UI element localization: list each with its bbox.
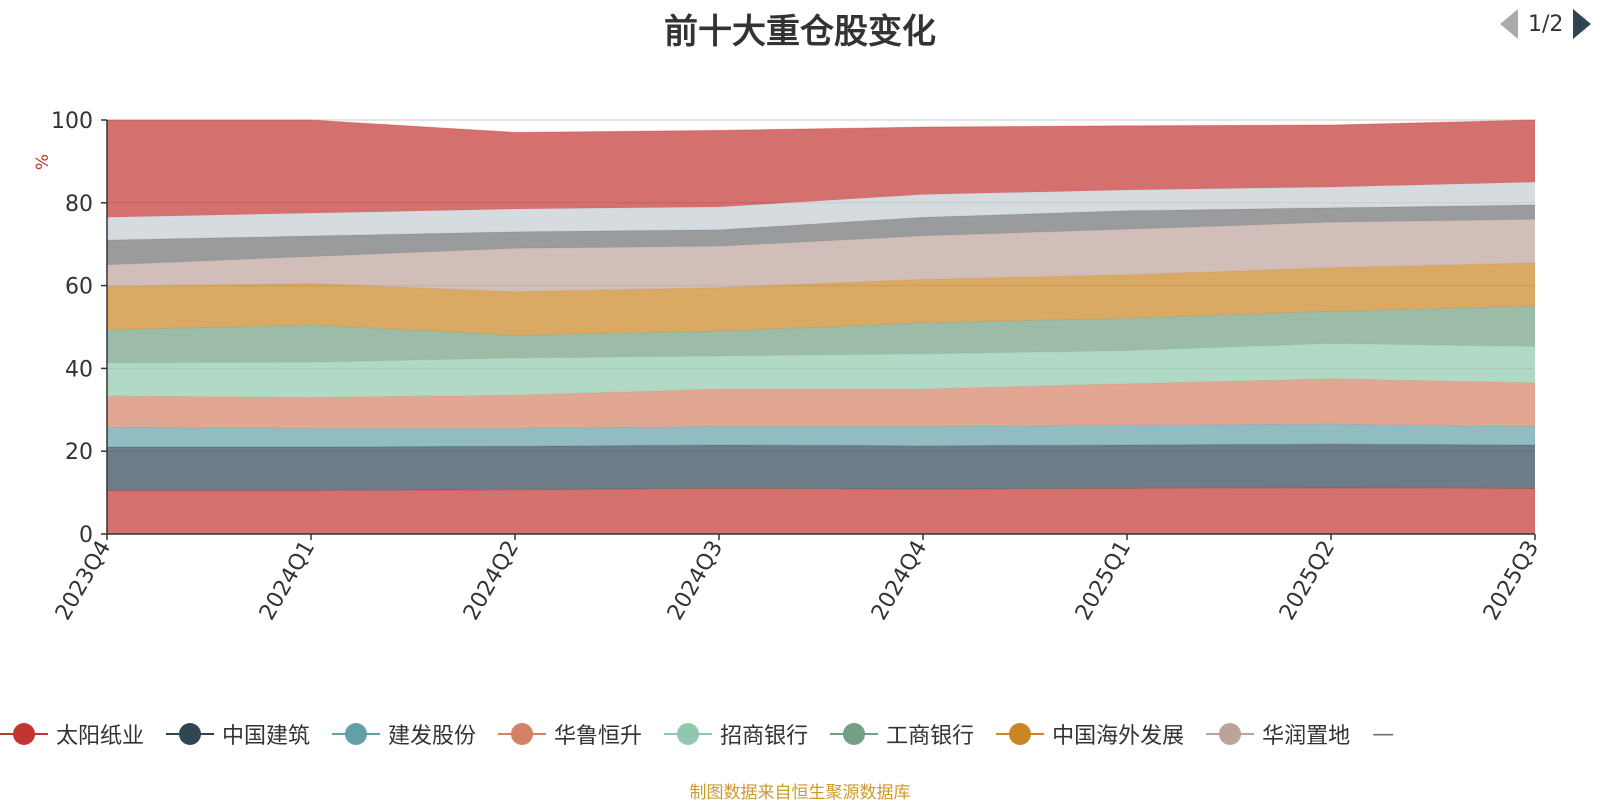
area-series-10 (107, 182, 1535, 241)
legend-label: 中国建筑 (222, 724, 311, 749)
legend-swatch-icon (1206, 721, 1255, 747)
stacked-areas (106, 119, 1536, 534)
legend-label: 太阳纸业 (56, 724, 145, 749)
pager-text: 1/2 (1528, 11, 1564, 37)
legend-swatch-icon (996, 721, 1045, 747)
legend-pager: 1/2 (1500, 8, 1592, 40)
legend-swatch-icon (664, 721, 713, 747)
x-tick-label-0: 2023Q4 (51, 537, 116, 625)
area-series-6 (107, 306, 1535, 364)
legend-item-8[interactable]: 华润置地 (1206, 712, 1350, 756)
chart-title: 前十大重仓股变化 (664, 12, 936, 52)
pager-prev-icon[interactable] (1500, 9, 1518, 39)
y-tick-label-0: 0 (79, 523, 93, 548)
legend-item-2[interactable]: 中国建筑 (166, 712, 310, 756)
y-axis-label: % (33, 154, 53, 170)
legend-swatch-icon (830, 721, 879, 747)
x-tick-label-3: 2024Q3 (663, 537, 728, 625)
area-series-8 (107, 219, 1535, 292)
area-series-11 (107, 120, 1535, 218)
legend-swatch-icon (332, 721, 381, 747)
legend-label: 工商银行 (886, 724, 975, 749)
x-tick-label-1: 2024Q1 (255, 537, 320, 625)
legend-swatch-icon (166, 721, 215, 747)
x-tick-label-6: 2025Q2 (1275, 537, 1340, 625)
pager-next-icon[interactable] (1573, 9, 1592, 39)
area-series-4 (107, 378, 1535, 429)
legend-item-1[interactable]: 太阳纸业 (0, 712, 144, 756)
chart-area: 0 20 40 60 80 100 2023Q4 2024Q1 2024Q2 2024Q3 2024… (33, 109, 1544, 625)
legend-item-3[interactable]: 建发股份 (332, 712, 476, 756)
legend: 太阳纸业 中国建筑 建发股份 华鲁恒升 招商银行 工商银行 中国海外发展 华润置地 — (0, 712, 1600, 756)
legend-label: 华鲁恒升 (554, 724, 643, 749)
x-tick-label-2: 2024Q2 (459, 537, 524, 625)
legend-label: 华润置地 (1262, 724, 1351, 749)
legend-item-5[interactable]: 招商银行 (664, 712, 808, 756)
x-tick-label-7: 2025Q3 (1479, 537, 1544, 625)
area-series-5 (107, 343, 1535, 398)
y-tick-label-5: 100 (51, 109, 93, 134)
area-line-series-11 (107, 119, 1536, 133)
area-series-2 (107, 444, 1535, 491)
legend-swatch-icon (498, 721, 547, 747)
legend-partial-glyph: — (1372, 721, 1395, 747)
legend-item-7[interactable]: 中国海外发展 (996, 712, 1184, 756)
area-series-3 (107, 424, 1535, 448)
legend-item-6[interactable]: 工商银行 (830, 712, 974, 756)
area-series-7 (107, 262, 1535, 336)
legend-item-4[interactable]: 华鲁恒升 (498, 712, 642, 756)
area-series-9 (107, 204, 1535, 265)
legend-item-partial[interactable]: — (1372, 712, 1394, 756)
y-tick-label-4: 80 (65, 192, 93, 217)
legend-label: 中国海外发展 (1052, 724, 1185, 749)
source-note: 制图数据来自恒生聚源数据库 (689, 783, 911, 803)
x-tick-label-4: 2024Q4 (867, 537, 932, 625)
y-tick-label-1: 20 (65, 440, 93, 465)
x-tick-label-5: 2025Q1 (1071, 537, 1136, 625)
legend-label: 建发股份 (388, 724, 477, 749)
legend-label: 招商银行 (720, 724, 809, 749)
legend-swatch-icon (0, 721, 48, 747)
y-tick-label-3: 60 (65, 275, 93, 300)
area-series-1 (107, 488, 1535, 534)
y-tick-label-2: 40 (65, 357, 93, 382)
